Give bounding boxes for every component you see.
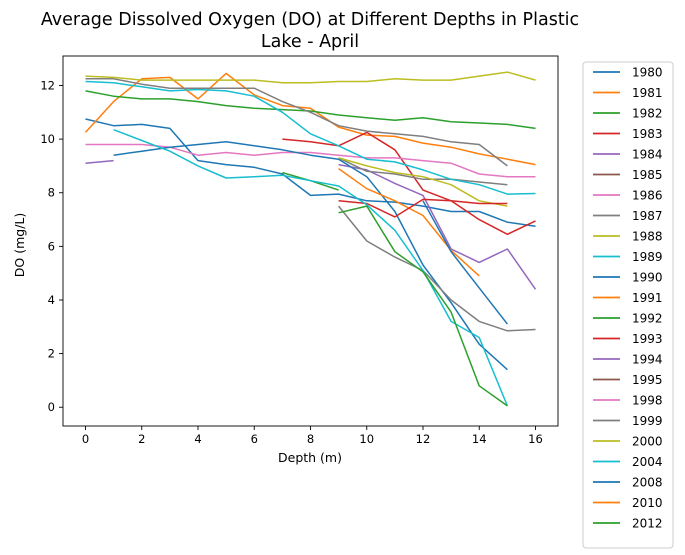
legend-label: 1999: [632, 414, 663, 428]
legend-label: 1995: [632, 373, 663, 387]
y-tick-label: 8: [48, 186, 55, 200]
x-tick-label: 6: [251, 432, 258, 446]
x-tick-label: 2: [138, 432, 145, 446]
series-line-1990: [113, 141, 508, 371]
series-line-1984: [85, 159, 537, 290]
legend-label: 1990: [632, 271, 663, 285]
legend-label: 1992: [632, 312, 663, 326]
y-tick-label: 6: [48, 239, 55, 253]
series-line-1993: [338, 198, 508, 218]
legend-label: 1981: [632, 86, 663, 100]
series-line-1983: [282, 131, 536, 236]
chart-title-line2: Lake - April: [261, 32, 359, 52]
y-tick-label: 12: [40, 78, 55, 92]
legend-label: 1991: [632, 291, 663, 305]
x-axis: 0 2 4 6 8 10 12 14 16: [82, 426, 543, 446]
series-lines: [84, 71, 537, 407]
legend-label: 1986: [632, 189, 663, 203]
series-line-1999: [85, 78, 536, 332]
series-line-2004: [113, 128, 509, 407]
series-line-1980: [85, 118, 536, 228]
legend-label: 1982: [632, 107, 663, 121]
legend: 1980 1981 1982 1983 1984 1985 1986 1987 1988 1989…: [582, 61, 674, 549]
plot-area: [62, 55, 559, 427]
series-line-2008: [422, 200, 508, 325]
y-tick-label: 10: [40, 132, 55, 146]
x-tick-label: 16: [528, 432, 543, 446]
series-line-1989: [85, 80, 536, 195]
series-line-1987: [338, 157, 508, 186]
y-tick-label: 2: [48, 347, 55, 361]
legend-label: 2012: [632, 517, 663, 531]
chart-title-line1: Average Dissolved Oxygen (DO) at Differe…: [41, 10, 579, 30]
legend-label: 1985: [632, 168, 663, 182]
legend-label: 1983: [632, 127, 663, 141]
legend-label: 2004: [632, 455, 663, 469]
series-line-2012: [338, 205, 508, 407]
legend-label: 1989: [632, 250, 663, 264]
x-tick-label: 10: [359, 432, 374, 446]
y-tick-label: 4: [48, 293, 55, 307]
x-tick-label: 0: [82, 432, 89, 446]
series-line-1981: [84, 72, 536, 166]
x-tick-label: 4: [194, 432, 201, 446]
series-line-1982: [85, 90, 536, 130]
legend-label: 1987: [632, 209, 663, 223]
x-axis-label: Depth (m): [278, 450, 342, 465]
x-tick-label: 14: [472, 432, 487, 446]
series-line-1988: [338, 157, 508, 207]
legend-label: 1984: [632, 148, 663, 162]
series-line-2000: [85, 71, 536, 84]
legend-label: 1994: [632, 353, 663, 367]
y-tick-label: 0: [48, 400, 55, 414]
series-line-1986: [85, 143, 536, 178]
legend-label: 2008: [632, 476, 663, 490]
x-tick-label: 8: [307, 432, 314, 446]
y-axis: 0 2 4 6 8 10 12: [40, 78, 63, 414]
legend-label: 2010: [632, 496, 663, 510]
x-tick-label: 12: [416, 432, 431, 446]
y-axis-label: DO (mg/L): [12, 213, 27, 277]
legend-label: 2000: [632, 435, 663, 449]
legend-label: 1988: [632, 230, 663, 244]
legend-label: 1980: [632, 66, 663, 80]
legend-label: 1998: [632, 394, 663, 408]
legend-box: [582, 61, 674, 549]
legend-label: 1993: [632, 332, 663, 346]
